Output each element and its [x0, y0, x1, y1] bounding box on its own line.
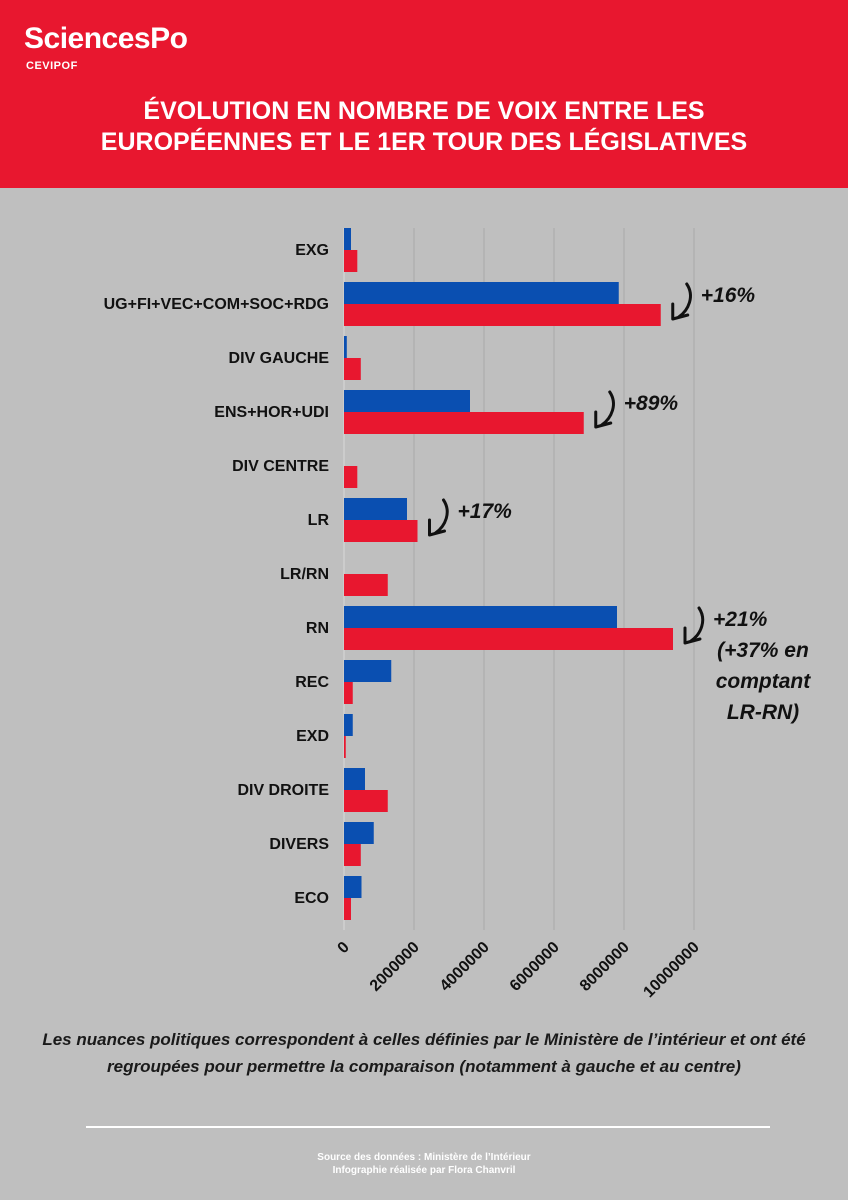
bar [344, 336, 347, 358]
x-tick-label: 4000000 [437, 939, 493, 995]
bar [344, 574, 388, 596]
category-label: UG+FI+VEC+COM+SOC+RDG [104, 296, 329, 313]
annotation-label: comptant [716, 670, 812, 693]
x-tick-label: 0 [335, 939, 353, 957]
bar [344, 714, 353, 736]
annotation-arrowhead [428, 518, 446, 537]
annotation-arrowhead [683, 626, 702, 645]
bar [344, 736, 346, 758]
annotation-arrowhead [594, 410, 613, 429]
header-banner: SciencesPo CEVIPOF ÉVOLUTION EN NOMBRE D… [0, 0, 848, 188]
bar [344, 628, 673, 650]
bar [344, 682, 353, 704]
sciencespo-logo: SciencesPo [24, 22, 188, 55]
annotation-label: +89% [624, 392, 679, 415]
annotation-label: +16% [701, 284, 756, 307]
annotation-label: +17% [458, 500, 513, 523]
divider [86, 1126, 770, 1128]
bar [344, 768, 365, 790]
category-label: DIVERS [269, 836, 329, 853]
bar [344, 498, 407, 520]
category-label: DIV CENTRE [232, 458, 329, 475]
x-tick-label: 2000000 [367, 939, 423, 995]
annotation-arrow [677, 282, 692, 319]
bar [344, 844, 361, 866]
category-label: EXD [296, 728, 329, 745]
category-label: ENS+HOR+UDI [214, 404, 329, 421]
category-label: EXG [295, 242, 329, 259]
x-tick-label: 10000000 [640, 939, 702, 1001]
bar [344, 660, 392, 682]
annotation-label: (+37% en [717, 639, 809, 662]
bar [344, 304, 661, 326]
bar [344, 390, 470, 412]
bar [344, 412, 584, 434]
category-label: LR [308, 512, 330, 529]
category-label: ECO [294, 890, 329, 907]
page-title: ÉVOLUTION EN NOMBRE DE VOIX ENTRE LES EU… [0, 96, 848, 158]
source-line: Source des données : Ministère de l’Inté… [317, 1152, 531, 1163]
bar [344, 358, 361, 380]
category-label: DIV DROITE [237, 782, 329, 799]
category-label: LR/RN [280, 566, 329, 583]
source-credits: Source des données : Ministère de l’Inté… [0, 1151, 848, 1177]
bar [344, 876, 362, 898]
x-tick-label: 6000000 [507, 939, 563, 995]
annotation-arrow [600, 390, 615, 427]
annotation-arrow [689, 606, 705, 643]
annotation-arrow [434, 498, 449, 535]
x-tick-label: 8000000 [577, 939, 633, 995]
bar [344, 822, 374, 844]
bar [344, 228, 351, 250]
bar [344, 250, 358, 272]
category-label: REC [295, 674, 329, 691]
category-label: DIV GAUCHE [229, 350, 330, 367]
bar [344, 898, 351, 920]
annotation-arrowhead [671, 302, 690, 321]
annotation-label: +21% [713, 608, 768, 631]
title-line-1: ÉVOLUTION EN NOMBRE DE VOIX ENTRE LES [143, 97, 705, 125]
methodology-note: Les nuances politiques correspondent à c… [42, 1030, 806, 1076]
cevipof-logo-label: CEVIPOF [26, 60, 78, 72]
annotation-label: LR-RN) [727, 701, 799, 724]
bar [344, 520, 418, 542]
bar-chart: EXG UG+FI+VEC+COM+SOC+RDG DIV GAUCHE ENS+HO… [104, 228, 812, 1001]
title-line-2: EUROPÉENNES ET LE 1ER TOUR DES LÉGISLATI… [100, 128, 748, 156]
bar [344, 466, 358, 488]
bar [344, 282, 619, 304]
credit-line: Infographie réalisée par Flora Chanvril [332, 1165, 516, 1176]
bar [344, 606, 617, 628]
bar [344, 790, 388, 812]
category-label: RN [306, 620, 329, 637]
